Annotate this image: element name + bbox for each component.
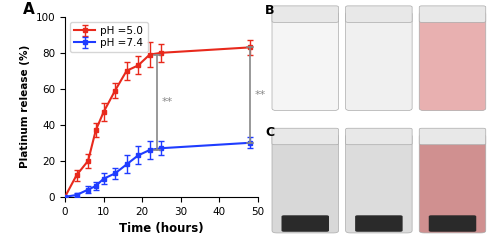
Text: A: A bbox=[22, 2, 34, 17]
FancyBboxPatch shape bbox=[419, 6, 486, 22]
FancyBboxPatch shape bbox=[346, 128, 412, 145]
FancyBboxPatch shape bbox=[346, 12, 412, 111]
FancyBboxPatch shape bbox=[419, 12, 486, 111]
Y-axis label: Platinum release (%): Platinum release (%) bbox=[20, 45, 30, 168]
FancyBboxPatch shape bbox=[272, 6, 338, 22]
FancyBboxPatch shape bbox=[346, 6, 412, 22]
FancyBboxPatch shape bbox=[272, 12, 338, 111]
Text: **: ** bbox=[162, 97, 173, 107]
FancyBboxPatch shape bbox=[419, 134, 486, 233]
Text: **: ** bbox=[254, 90, 266, 100]
FancyBboxPatch shape bbox=[346, 134, 412, 233]
FancyBboxPatch shape bbox=[272, 134, 338, 233]
Text: B: B bbox=[265, 4, 274, 17]
FancyBboxPatch shape bbox=[355, 215, 403, 232]
FancyBboxPatch shape bbox=[419, 128, 486, 145]
FancyBboxPatch shape bbox=[429, 215, 476, 232]
FancyBboxPatch shape bbox=[282, 215, 329, 232]
Text: C: C bbox=[265, 126, 274, 139]
X-axis label: Time (hours): Time (hours) bbox=[119, 222, 204, 235]
FancyBboxPatch shape bbox=[272, 128, 338, 145]
Legend: pH =5.0, pH =7.4: pH =5.0, pH =7.4 bbox=[70, 22, 148, 52]
